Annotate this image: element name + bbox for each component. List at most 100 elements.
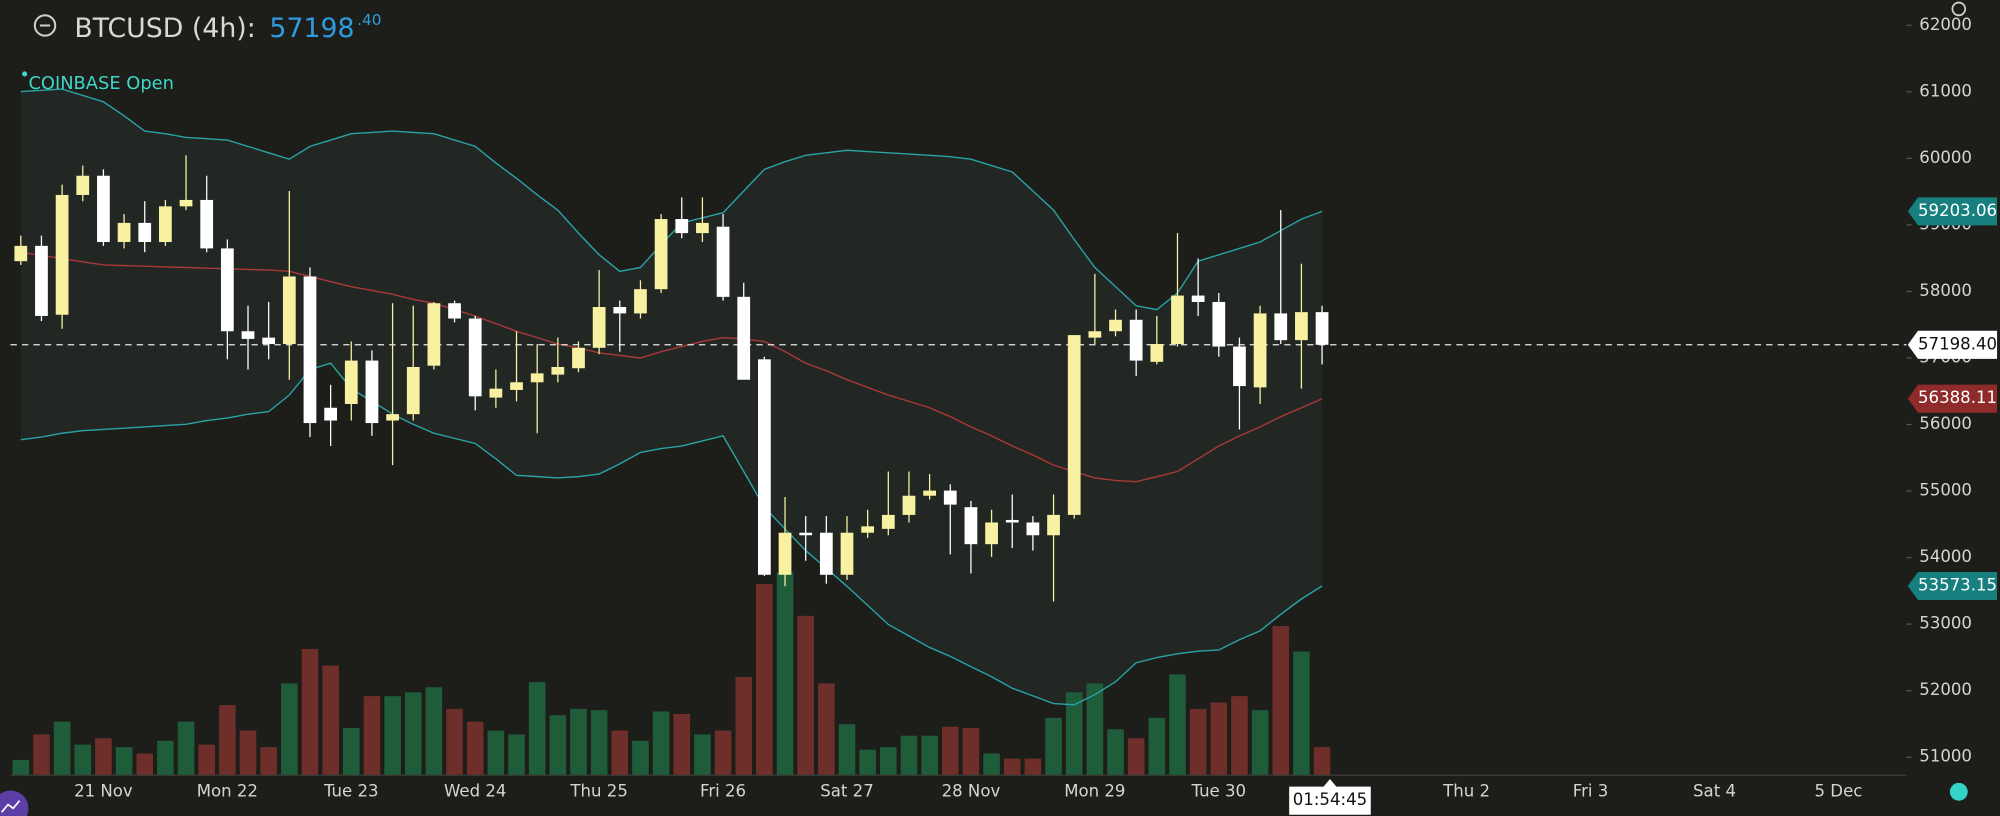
volume-bar: [53, 721, 71, 776]
x-tick-label: 28 Nov: [942, 781, 1001, 800]
candle-body: [902, 495, 916, 515]
indicator-button[interactable]: [0, 790, 29, 816]
x-tick-label: Thu 2: [1442, 781, 1490, 800]
candle-body: [220, 248, 234, 332]
candle-body: [840, 532, 854, 575]
status-dot: [22, 71, 28, 77]
chart-title: BTCUSD (4h):: [74, 13, 255, 44]
upper-band-label: 59203.06: [1918, 201, 1997, 220]
volume-bar: [1251, 710, 1269, 776]
volume-bar: [941, 726, 959, 776]
candle-body: [1047, 514, 1060, 536]
candle-body: [819, 532, 833, 575]
candle-body: [241, 331, 255, 339]
current-price-label: 57198.40: [1918, 334, 1997, 353]
current-price-tag: [1907, 330, 1998, 359]
candle-body: [1088, 331, 1102, 338]
volume-bar: [880, 747, 897, 776]
volume-bar: [570, 708, 587, 776]
volume-bar: [900, 735, 918, 776]
candle-body: [344, 360, 358, 404]
volume-bar: [611, 730, 629, 776]
volume-bar: [1086, 683, 1104, 776]
candle-body: [716, 226, 730, 297]
candle-body: [737, 296, 751, 380]
volume-bar: [384, 696, 401, 776]
candle-body: [1295, 312, 1308, 341]
candle-body: [35, 245, 48, 316]
volume-bar: [1272, 626, 1290, 776]
x-tick-label: Tue 23: [323, 781, 379, 800]
lower-band-label: 53573.15: [1918, 576, 1997, 595]
candle-body: [55, 194, 69, 315]
candle-body: [675, 219, 689, 234]
exchange-status: COINBASE Open: [28, 73, 174, 94]
volume-bar: [301, 648, 319, 776]
candle-body: [159, 206, 172, 243]
indicator-button-glyph[interactable]: [1, 800, 21, 813]
candle-body: [613, 307, 627, 314]
volume-bar: [446, 708, 463, 776]
candle-body: [1274, 313, 1288, 341]
candle-body: [964, 507, 978, 545]
candle-body: [324, 407, 337, 421]
volume-bar: [322, 665, 339, 776]
candle-body: [861, 526, 875, 533]
volume-bar: [363, 696, 381, 776]
candle-body: [262, 337, 276, 345]
volume-bar: [425, 687, 443, 776]
middle-band-tag: [1907, 384, 1998, 413]
candle-body: [1129, 319, 1143, 361]
countdown-box: [1289, 779, 1371, 815]
candle-body: [200, 199, 214, 249]
candle-body: [365, 360, 379, 424]
volume-bar: [632, 740, 649, 776]
candle-body: [406, 366, 420, 415]
x-tick-label: Fri 3: [1573, 781, 1609, 800]
x-tick-label: Thu 25: [569, 781, 627, 800]
y-tick-label: 55000: [1919, 481, 1972, 500]
volume-bar: [838, 724, 856, 776]
candle-layer: [14, 155, 1329, 602]
candle-body: [1191, 295, 1205, 302]
axis-layer: 5100052000530005400055000560005700058000…: [10, 15, 1998, 815]
volume-bar: [177, 721, 195, 776]
volume-bar: [1003, 758, 1021, 776]
upper-band-tag: [1907, 197, 1998, 226]
x-tick-label: Sat 27: [820, 781, 873, 800]
candle-body: [179, 199, 193, 207]
volume-bar: [487, 730, 505, 776]
candle-body: [1253, 313, 1267, 388]
candle-body: [778, 532, 792, 575]
candle-body: [1026, 522, 1040, 536]
settings-icon-ring[interactable]: [1951, 1, 1967, 17]
x-tick-label: Mon 22: [197, 781, 258, 800]
candle-body: [758, 359, 771, 575]
candle-body: [1212, 301, 1226, 347]
candle-body: [1233, 346, 1246, 387]
candle-body: [1150, 344, 1164, 362]
volume-bar: [1045, 717, 1062, 776]
candle-body: [530, 373, 544, 383]
volume-bar: [281, 683, 298, 776]
countdown-label: 01:54:45: [1293, 790, 1367, 809]
volume-bar: [797, 615, 814, 776]
volume-bar: [652, 711, 670, 776]
zoom-icon-circle[interactable]: [33, 14, 57, 37]
candle-body: [489, 388, 503, 398]
candle-body: [923, 490, 936, 496]
candle-body: [510, 382, 523, 390]
volume-bar: [239, 730, 257, 776]
candle-body: [1171, 295, 1184, 345]
y-tick-label: 62000: [1919, 15, 1972, 34]
x-tick-label: Tue 30: [1190, 781, 1246, 800]
volume-bar: [714, 730, 732, 776]
volume-layer: [12, 572, 1331, 776]
volume-bar: [962, 728, 980, 776]
x-tick-label: Fri 26: [700, 781, 746, 800]
band-fill: [20, 89, 1323, 705]
status-indicator[interactable]: [1949, 782, 1968, 801]
zoom-icon[interactable]: [33, 14, 57, 37]
settings-icon[interactable]: [1951, 1, 1967, 17]
